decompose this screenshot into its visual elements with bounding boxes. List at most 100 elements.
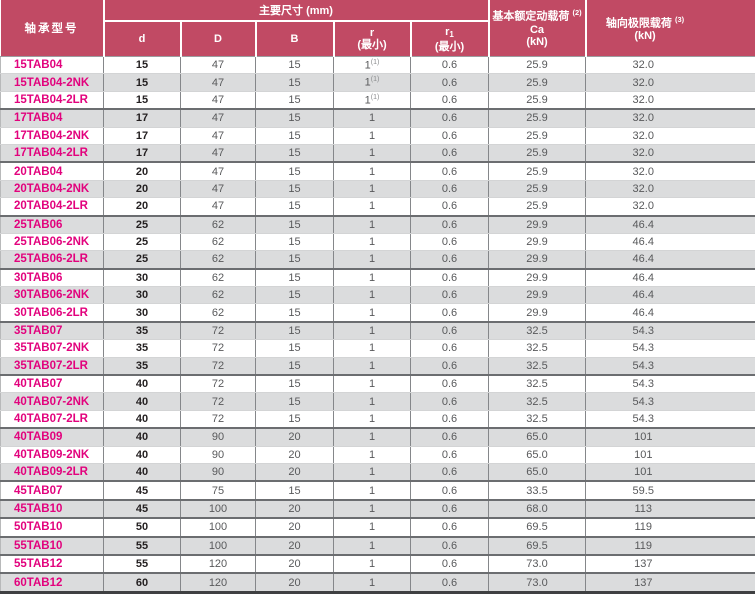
cell-r1-min: 0.6 — [411, 233, 489, 250]
cell-bearing-model: 35TAB07 — [1, 322, 104, 340]
cell-B: 15 — [256, 304, 334, 322]
cell-B: 15 — [256, 74, 334, 91]
cell-axial-load: 46.4 — [586, 233, 755, 250]
cell-D: 62 — [181, 287, 256, 304]
cell-bearing-model: 17TAB04-2LR — [1, 144, 104, 162]
cell-dynamic-load: 29.9 — [489, 287, 586, 304]
r-footnote: (1) — [371, 59, 380, 66]
cell-r-min: 1 — [334, 393, 411, 410]
cell-D: 100 — [181, 500, 256, 518]
axial-load-unit: (kN) — [634, 30, 655, 42]
cell-bearing-model: 30TAB06-2NK — [1, 287, 104, 304]
cell-dynamic-load: 68.0 — [489, 500, 586, 518]
cell-D: 90 — [181, 446, 256, 463]
cell-r1-min: 0.6 — [411, 287, 489, 304]
cell-d: 40 — [104, 375, 181, 393]
cell-dynamic-load: 25.9 — [489, 74, 586, 91]
cell-bearing-model: 17TAB04 — [1, 109, 104, 127]
r1-subscript: 1 — [449, 30, 453, 39]
cell-B: 15 — [256, 287, 334, 304]
cell-dynamic-load: 32.5 — [489, 375, 586, 393]
cell-r1-min: 0.6 — [411, 109, 489, 127]
cell-D: 47 — [181, 74, 256, 91]
cell-B: 20 — [256, 537, 334, 555]
cell-axial-load: 113 — [586, 500, 755, 518]
cell-r-min: 1 — [334, 144, 411, 162]
cell-bearing-model: 60TAB12 — [1, 573, 104, 592]
cell-dynamic-load: 25.9 — [489, 127, 586, 144]
cell-bearing-model: 25TAB06-2LR — [1, 251, 104, 269]
cell-d: 55 — [104, 555, 181, 573]
cell-axial-load: 101 — [586, 463, 755, 481]
cell-D: 120 — [181, 555, 256, 573]
cell-axial-load: 119 — [586, 518, 755, 536]
cell-dynamic-load: 29.9 — [489, 269, 586, 287]
cell-B: 15 — [256, 357, 334, 375]
cell-bearing-model: 20TAB04-2LR — [1, 198, 104, 216]
cell-axial-load: 32.0 — [586, 57, 755, 74]
header-axial-limit-load: 轴向极限载荷 (3) (kN) — [586, 0, 755, 57]
dynamic-load-unit: (kN) — [526, 36, 547, 48]
cell-r1-min: 0.6 — [411, 304, 489, 322]
cell-B: 15 — [256, 322, 334, 340]
axial-load-footnote: (3) — [675, 15, 684, 24]
cell-D: 47 — [181, 162, 256, 180]
dynamic-load-symbol: Ca — [530, 24, 544, 36]
r-footnote: (1) — [371, 94, 380, 101]
cell-r1-min: 0.6 — [411, 322, 489, 340]
cell-axial-load: 46.4 — [586, 251, 755, 269]
cell-B: 15 — [256, 233, 334, 250]
cell-r1-min: 0.6 — [411, 216, 489, 234]
cell-bearing-model: 15TAB04-2NK — [1, 74, 104, 91]
cell-dynamic-load: 69.5 — [489, 537, 586, 555]
cell-d: 40 — [104, 410, 181, 428]
cell-bearing-model: 30TAB06 — [1, 269, 104, 287]
header-row-1: 轴承型号 主要尺寸 (mm) 基本额定动载荷 (2) Ca (kN) 轴向极限载… — [1, 0, 755, 21]
cell-axial-load: 54.3 — [586, 357, 755, 375]
cell-dynamic-load: 32.5 — [489, 393, 586, 410]
cell-dynamic-load: 73.0 — [489, 573, 586, 592]
header-col-D: D — [181, 21, 256, 57]
cell-r-min: 1(1) — [334, 91, 411, 109]
header-col-B: B — [256, 21, 334, 57]
cell-D: 72 — [181, 410, 256, 428]
cell-B: 15 — [256, 198, 334, 216]
cell-r-min: 1 — [334, 481, 411, 499]
cell-r-min: 1(1) — [334, 57, 411, 74]
cell-r-min: 1 — [334, 410, 411, 428]
cell-bearing-model: 20TAB04 — [1, 162, 104, 180]
cell-r-min: 1 — [334, 463, 411, 481]
cell-dynamic-load: 29.9 — [489, 251, 586, 269]
cell-D: 47 — [181, 57, 256, 74]
cell-r-min: 1 — [334, 340, 411, 357]
cell-bearing-model: 40TAB09-2LR — [1, 463, 104, 481]
dynamic-load-footnote: (2) — [572, 8, 581, 17]
cell-axial-load: 54.3 — [586, 340, 755, 357]
cell-r-min: 1 — [334, 357, 411, 375]
cell-bearing-model: 50TAB10 — [1, 518, 104, 536]
cell-r-min: 1 — [334, 446, 411, 463]
table-header: 轴承型号 主要尺寸 (mm) 基本额定动载荷 (2) Ca (kN) 轴向极限载… — [1, 0, 755, 57]
header-col-d: d — [104, 21, 181, 57]
cell-r-min: 1 — [334, 127, 411, 144]
cell-d: 25 — [104, 233, 181, 250]
cell-d: 15 — [104, 74, 181, 91]
cell-r1-min: 0.6 — [411, 162, 489, 180]
cell-d: 35 — [104, 340, 181, 357]
header-dynamic-load: 基本额定动载荷 (2) Ca (kN) — [489, 0, 586, 57]
cell-D: 72 — [181, 393, 256, 410]
cell-B: 15 — [256, 162, 334, 180]
cell-D: 62 — [181, 251, 256, 269]
cell-B: 20 — [256, 446, 334, 463]
cell-D: 72 — [181, 322, 256, 340]
